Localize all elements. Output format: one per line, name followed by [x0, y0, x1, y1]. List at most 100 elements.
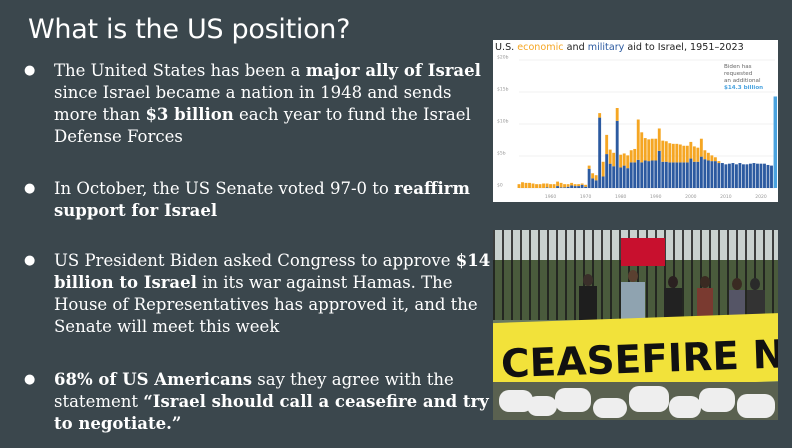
bullet-plain-text: in its war against Hamas. The House of R… [54, 273, 478, 336]
chart-bar-economic [608, 149, 612, 164]
chart-x-tick-label: 2000 [685, 194, 697, 200]
chart-x-tick-label: 2020 [755, 194, 767, 200]
chart-title-part: U.S. [495, 42, 518, 53]
chart-x-tick-label: 2010 [720, 194, 732, 200]
chart-x-tick-label: 1960 [545, 194, 557, 200]
bullet-dot-icon: ● [24, 181, 36, 196]
chart-title-part: aid to Israel, 1951–2023 [624, 42, 744, 53]
chart-bar-economic [615, 108, 619, 121]
bullet-text: In October, the US Senate voted 97-0 to … [54, 178, 494, 222]
chart-bar-military [675, 162, 679, 188]
bullet-bold-text: $3 billion [145, 105, 234, 124]
chart-bar-economic [535, 184, 538, 188]
bullet-dot-icon: ● [24, 253, 36, 268]
chart-bar-economic [591, 173, 595, 179]
chart-bar-military [598, 117, 602, 188]
chart-annotation-line: an additional [724, 78, 761, 84]
chart-bar-military [591, 178, 595, 188]
chart-bar-military [640, 162, 644, 188]
photo-ground [493, 382, 778, 420]
chart-bar-military [749, 163, 752, 188]
chart-bar-military [650, 160, 654, 188]
chart-bar-military [664, 161, 668, 188]
chart-bar-military [612, 166, 616, 188]
chart-bar-military [563, 187, 567, 188]
chart-bar-economic [573, 184, 577, 187]
bullet-bold-text: major ally of Israel [305, 61, 481, 80]
chart-bar-military [713, 161, 717, 188]
protest-photo: CEASEFIRE NOW [493, 230, 778, 420]
bullet-bold-text: reaffirm support for Israel [54, 179, 470, 220]
chart-annotation-line: $14.3 billion [724, 85, 763, 91]
chart-bar-economic [689, 141, 693, 159]
chart-bar-economic [692, 146, 696, 162]
chart-bar-military [580, 184, 584, 188]
chart-bar-military [643, 160, 647, 188]
photo-flag-sign [621, 238, 665, 266]
chart-bar-economic [517, 184, 521, 188]
chart-bar-military [556, 186, 560, 188]
chart-bar-military [605, 154, 609, 188]
chart-bar-economic [713, 157, 717, 162]
chart-bar-military [766, 164, 770, 188]
chart-bar-military [661, 161, 665, 188]
chart-y-tick-label: $20b [497, 55, 509, 61]
chart-bar-economic [528, 182, 531, 188]
chart-bar-military [633, 162, 637, 188]
chart-bar-economic [706, 152, 710, 161]
chart-bar-economic [696, 147, 700, 162]
chart-x-tick-label: 1990 [650, 194, 662, 200]
chart-bar-military [577, 186, 581, 188]
chart-bar-economic [678, 144, 682, 163]
chart-bar-economic [636, 119, 640, 160]
chart-bar-economic [542, 183, 545, 188]
chart-x-tick-label: 1980 [615, 194, 627, 200]
chart-bar-economic [675, 143, 679, 163]
chart-bar-military [636, 159, 640, 188]
chart-bar-economic [612, 152, 616, 167]
chart-bar-economic [703, 150, 707, 160]
chart-bar-military [619, 167, 623, 188]
chart-bar-military [731, 163, 735, 188]
chart-bar-economic [577, 184, 581, 187]
chart-bar-economic [622, 153, 626, 166]
chart-bar-military [622, 165, 626, 188]
chart-bar-military [685, 162, 689, 188]
chart-bar-economic [580, 183, 584, 185]
chart-bar-economic [650, 138, 654, 161]
chart-bar-economic [552, 184, 556, 188]
aid-chart: U.S. economic and military aid to Israel… [493, 40, 778, 202]
chart-bar-economic [556, 181, 560, 187]
chart-bar-economic [717, 161, 721, 164]
chart-title-part: and [563, 42, 588, 53]
chart-bar-economic [629, 150, 633, 163]
chart-bar-military [594, 180, 598, 188]
chart-bar-military [608, 163, 612, 188]
chart-bar-economic [605, 134, 609, 155]
chart-y-tick-label: $15b [497, 87, 509, 93]
chart-bar-military [573, 186, 577, 188]
chart-bar-economic [619, 154, 623, 168]
chart-bar-economic [598, 113, 602, 118]
chart-bar-military [752, 163, 756, 188]
chart-bar-military [671, 162, 675, 188]
bullet-dot-icon: ● [24, 372, 36, 387]
bullet-plain-text: The United States has been a [54, 61, 306, 80]
chart-bar-military [720, 163, 724, 188]
chart-bar-military [727, 163, 731, 188]
chart-bar-military [699, 156, 703, 188]
chart-bar-economic [671, 143, 675, 163]
chart-bar-economic [699, 138, 703, 157]
bullet-bold-text: $14 billion to Israel [54, 251, 491, 292]
chart-bar-economic [559, 182, 563, 188]
bullet-dot-icon: ● [24, 63, 36, 78]
chart-bar-economic [594, 175, 598, 181]
chart-bar-military [626, 168, 630, 188]
chart-bar-military [668, 162, 672, 188]
chart-bar-military [738, 163, 742, 188]
chart-bar-military [682, 162, 686, 188]
chart-bar-economic [587, 165, 591, 169]
chart-bar-military [703, 159, 707, 188]
chart-bar-military [759, 163, 763, 188]
